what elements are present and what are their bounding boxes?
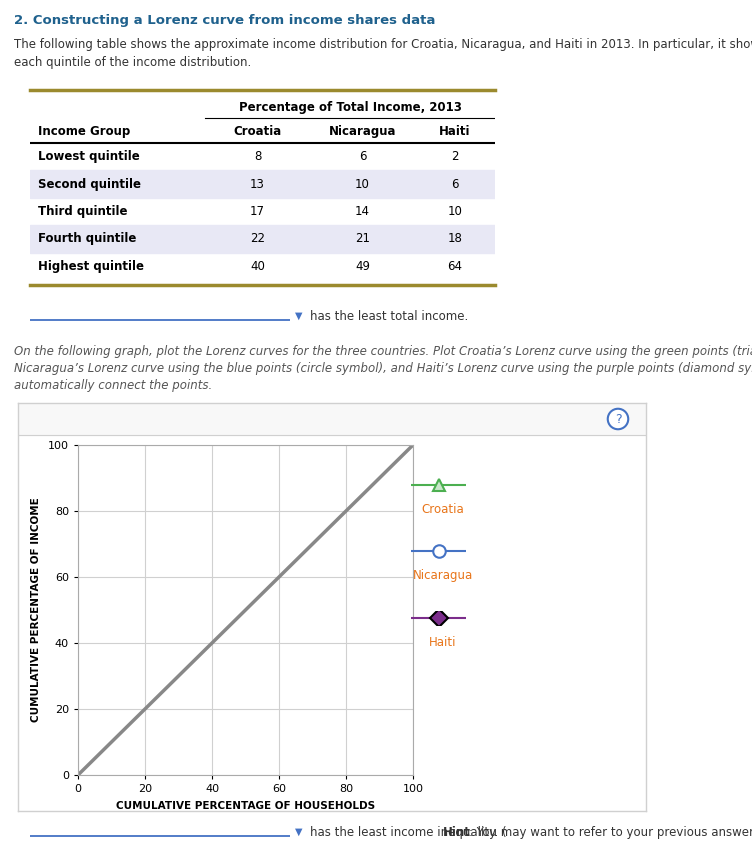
- Bar: [30, 225, 495, 252]
- X-axis label: CUMULATIVE PERCENTAGE OF HOUSEHOLDS: CUMULATIVE PERCENTAGE OF HOUSEHOLDS: [116, 801, 375, 811]
- Text: 2. Constructing a Lorenz curve from income shares data: 2. Constructing a Lorenz curve from inco…: [14, 14, 435, 27]
- Text: Nicaragua’s Lorenz curve using the blue points (circle symbol), and Haiti’s Lore: Nicaragua’s Lorenz curve using the blue …: [14, 362, 752, 375]
- Text: Nicaragua: Nicaragua: [413, 569, 473, 582]
- Text: 10: 10: [355, 178, 370, 191]
- Text: each quintile of the income distribution.: each quintile of the income distribution…: [14, 56, 251, 69]
- Text: Haiti: Haiti: [439, 126, 471, 139]
- Text: 22: 22: [250, 233, 265, 245]
- Text: 49: 49: [355, 260, 370, 273]
- Text: 2: 2: [451, 150, 459, 163]
- Text: The following table shows the approximate income distribution for Croatia, Nicar: The following table shows the approximat…: [14, 38, 752, 51]
- Text: ▼: ▼: [295, 827, 302, 837]
- Text: Nicaragua: Nicaragua: [329, 126, 396, 139]
- Text: 6: 6: [451, 178, 459, 191]
- Text: Highest quintile: Highest quintile: [38, 260, 144, 273]
- Text: 64: 64: [447, 260, 462, 273]
- Bar: [30, 170, 495, 198]
- Text: Fourth quintile: Fourth quintile: [38, 233, 136, 245]
- Text: Lowest quintile: Lowest quintile: [38, 150, 140, 163]
- Text: 40: 40: [250, 260, 265, 273]
- Text: 17: 17: [250, 205, 265, 218]
- Text: Croatia: Croatia: [233, 126, 282, 139]
- Text: Croatia: Croatia: [422, 503, 465, 516]
- Text: 14: 14: [355, 205, 370, 218]
- Text: Haiti: Haiti: [429, 636, 456, 649]
- Bar: [18, 403, 646, 435]
- Y-axis label: CUMULATIVE PERCENTAGE OF INCOME: CUMULATIVE PERCENTAGE OF INCOME: [31, 498, 41, 722]
- Text: Hint: Hint: [443, 825, 471, 839]
- Text: Second quintile: Second quintile: [38, 178, 141, 191]
- Text: 8: 8: [254, 150, 261, 163]
- Text: has the least income inequality. (: has the least income inequality. (: [310, 825, 507, 839]
- Text: 18: 18: [447, 233, 462, 245]
- Text: On the following graph, plot the Lorenz curves for the three countries. Plot Cro: On the following graph, plot the Lorenz …: [14, 345, 752, 358]
- Text: 10: 10: [447, 205, 462, 218]
- Text: 21: 21: [355, 233, 370, 245]
- Text: automatically connect the points.: automatically connect the points.: [14, 379, 212, 392]
- Text: ?: ?: [614, 412, 621, 426]
- Text: Percentage of Total Income, 2013: Percentage of Total Income, 2013: [238, 102, 462, 115]
- Text: has the least total income.: has the least total income.: [310, 310, 468, 322]
- Text: Third quintile: Third quintile: [38, 205, 128, 218]
- Text: ▼: ▼: [295, 311, 302, 321]
- Text: Income Group: Income Group: [38, 126, 130, 139]
- Text: : You may want to refer to your previous answers.): : You may want to refer to your previous…: [469, 825, 752, 839]
- Text: 13: 13: [250, 178, 265, 191]
- Text: 6: 6: [359, 150, 366, 163]
